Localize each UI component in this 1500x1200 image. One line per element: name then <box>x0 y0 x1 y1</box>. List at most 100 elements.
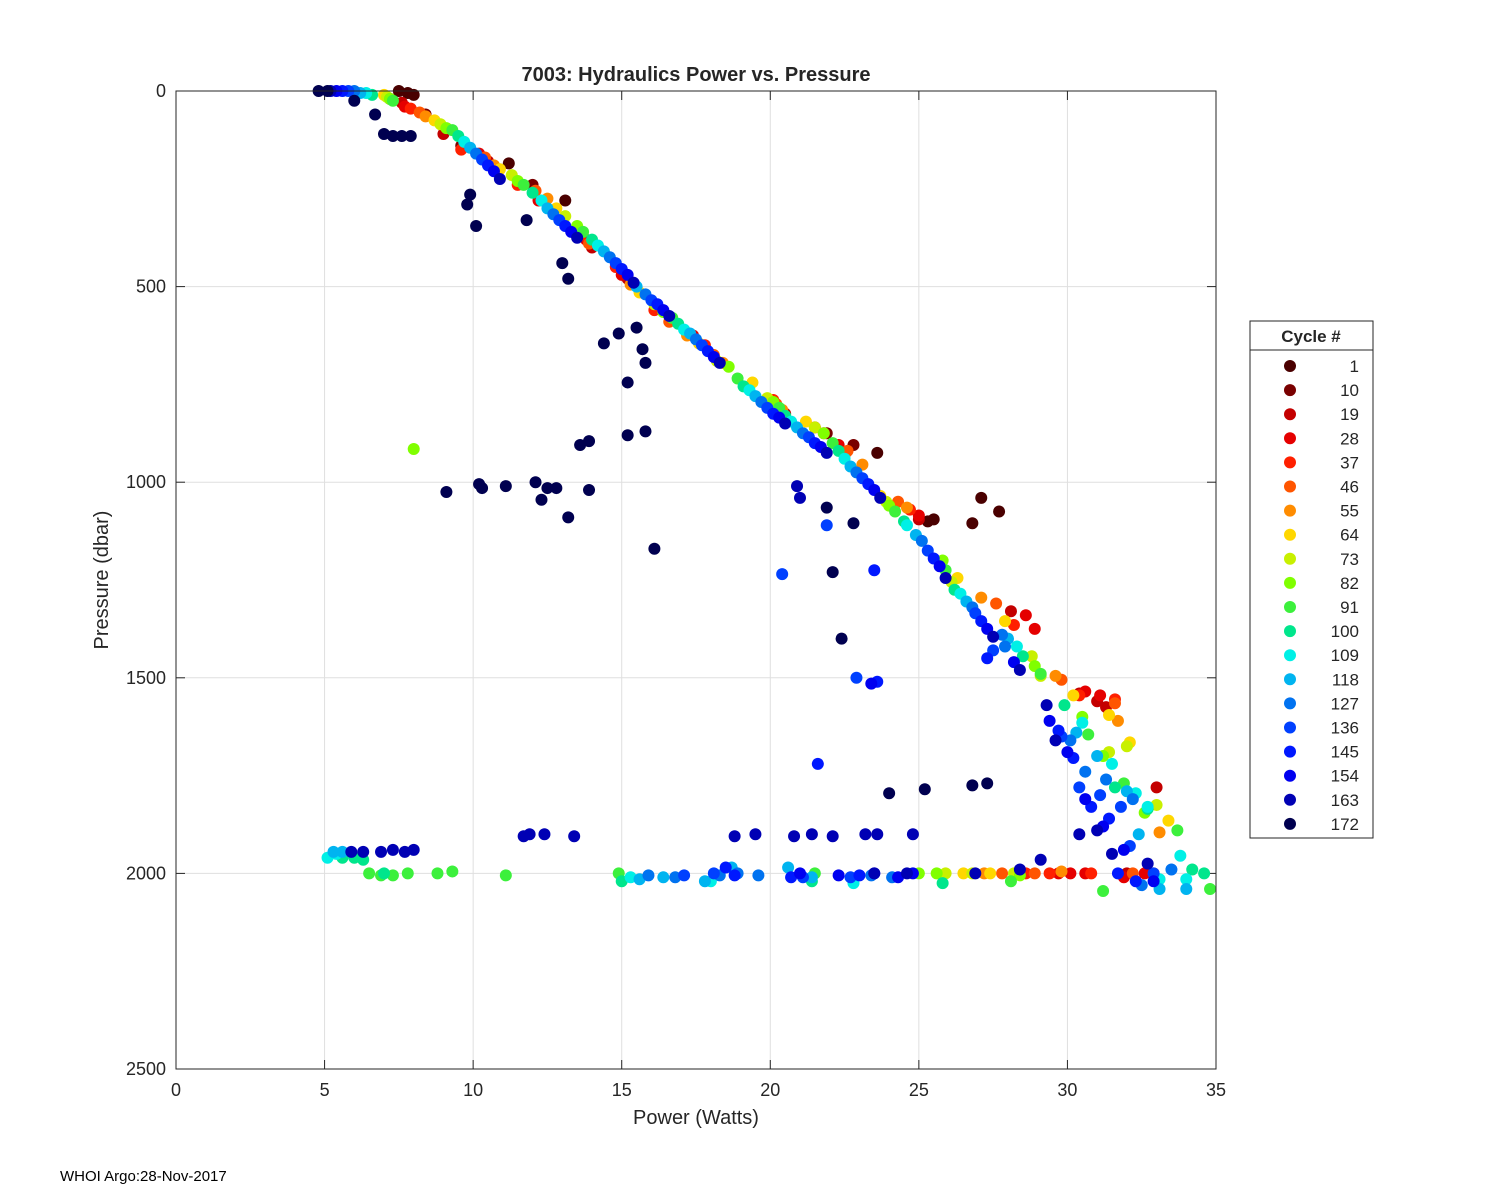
data-point <box>1013 663 1026 676</box>
data-point <box>520 214 533 227</box>
data-point <box>461 198 474 211</box>
data-point <box>1198 867 1211 880</box>
data-point <box>526 186 539 199</box>
data-point <box>996 867 1009 880</box>
data-point <box>1103 708 1116 721</box>
data-point <box>1129 875 1142 888</box>
legend-marker <box>1284 384 1296 397</box>
data-point <box>1186 863 1199 876</box>
data-point <box>788 830 801 843</box>
data-point <box>493 173 506 186</box>
legend-item: 109 <box>1284 646 1359 665</box>
data-point <box>1025 650 1038 663</box>
data-point <box>529 476 542 489</box>
data-point <box>1040 699 1053 712</box>
data-point <box>999 615 1012 628</box>
data-point <box>1073 828 1086 841</box>
x-tick-label: 5 <box>320 1080 330 1100</box>
data-point <box>630 321 643 334</box>
data-point <box>871 828 884 841</box>
data-point <box>957 867 970 880</box>
data-point <box>933 560 946 573</box>
data-point <box>1204 883 1217 896</box>
data-point <box>900 867 913 880</box>
data-point <box>859 828 872 841</box>
data-point <box>636 343 649 356</box>
data-point <box>476 482 489 495</box>
data-point <box>1106 847 1118 860</box>
data-point <box>871 446 884 459</box>
data-point <box>502 157 515 170</box>
data-point <box>799 415 812 428</box>
data-point <box>883 787 896 800</box>
data-point <box>1049 669 1062 682</box>
chart-title: 7003: Hydraulics Power vs. Pressure <box>521 64 870 86</box>
legend-marker <box>1284 721 1296 734</box>
data-point <box>782 861 795 874</box>
data-point <box>657 871 670 884</box>
data-point <box>1073 781 1086 794</box>
data-point <box>327 845 340 858</box>
data-point <box>597 337 610 350</box>
data-point <box>1132 828 1145 841</box>
data-point <box>562 511 575 524</box>
legend-label: 37 <box>1340 453 1359 472</box>
data-point <box>927 513 940 526</box>
data-point <box>1094 689 1107 702</box>
data-point <box>1174 849 1187 862</box>
data-point <box>1141 800 1154 813</box>
data-point <box>407 442 420 455</box>
data-point <box>996 628 1009 641</box>
data-point <box>663 309 676 322</box>
data-point <box>826 830 839 843</box>
data-point <box>1016 650 1029 663</box>
data-point <box>1028 622 1041 635</box>
data-point <box>1085 867 1098 880</box>
data-point <box>363 867 376 880</box>
data-point <box>1004 875 1017 888</box>
data-point <box>1111 867 1124 880</box>
legend-marker <box>1284 601 1296 613</box>
data-point <box>936 877 949 890</box>
data-point <box>719 861 732 874</box>
data-point <box>844 871 857 884</box>
data-point <box>1058 699 1071 712</box>
y-axis-ticks: 0 500 1000 1500 2000 2500 <box>126 81 1216 1079</box>
data-point <box>847 517 860 530</box>
legend-label: 154 <box>1331 767 1359 786</box>
data-point <box>987 630 1000 643</box>
x-tick-label: 35 <box>1206 1080 1226 1100</box>
data-point <box>749 828 762 841</box>
data-point <box>966 517 979 530</box>
x-axis-ticks: 0 5 10 15 20 25 30 35 <box>171 91 1226 1100</box>
data-point <box>981 652 994 665</box>
data-point <box>1100 773 1113 786</box>
data-point <box>550 482 563 495</box>
data-point <box>407 88 420 101</box>
legend-label: 163 <box>1331 791 1359 810</box>
data-point <box>1171 824 1184 837</box>
plot-frame <box>175 90 1217 1070</box>
legend-marker <box>1284 576 1296 589</box>
data-point <box>348 94 361 107</box>
data-point <box>556 257 569 270</box>
legend-item: 37 <box>1284 453 1359 472</box>
data-point <box>805 828 818 841</box>
data-point <box>1061 746 1074 759</box>
data-point <box>386 129 399 142</box>
data-point <box>791 480 804 493</box>
data-point <box>1010 640 1023 653</box>
y-tick-label: 1500 <box>126 668 166 688</box>
series-cycle-1 <box>392 85 1006 530</box>
y-axis-label: Pressure (dbar) <box>91 511 113 650</box>
data-point <box>975 591 988 604</box>
data-point <box>1043 867 1056 880</box>
data-point <box>499 480 512 493</box>
data-point <box>538 828 551 841</box>
data-point <box>523 828 536 841</box>
data-point <box>404 129 417 142</box>
legend-marker <box>1284 697 1296 710</box>
data-point <box>1079 765 1092 778</box>
data-point <box>1091 824 1104 837</box>
data-point <box>776 568 789 581</box>
